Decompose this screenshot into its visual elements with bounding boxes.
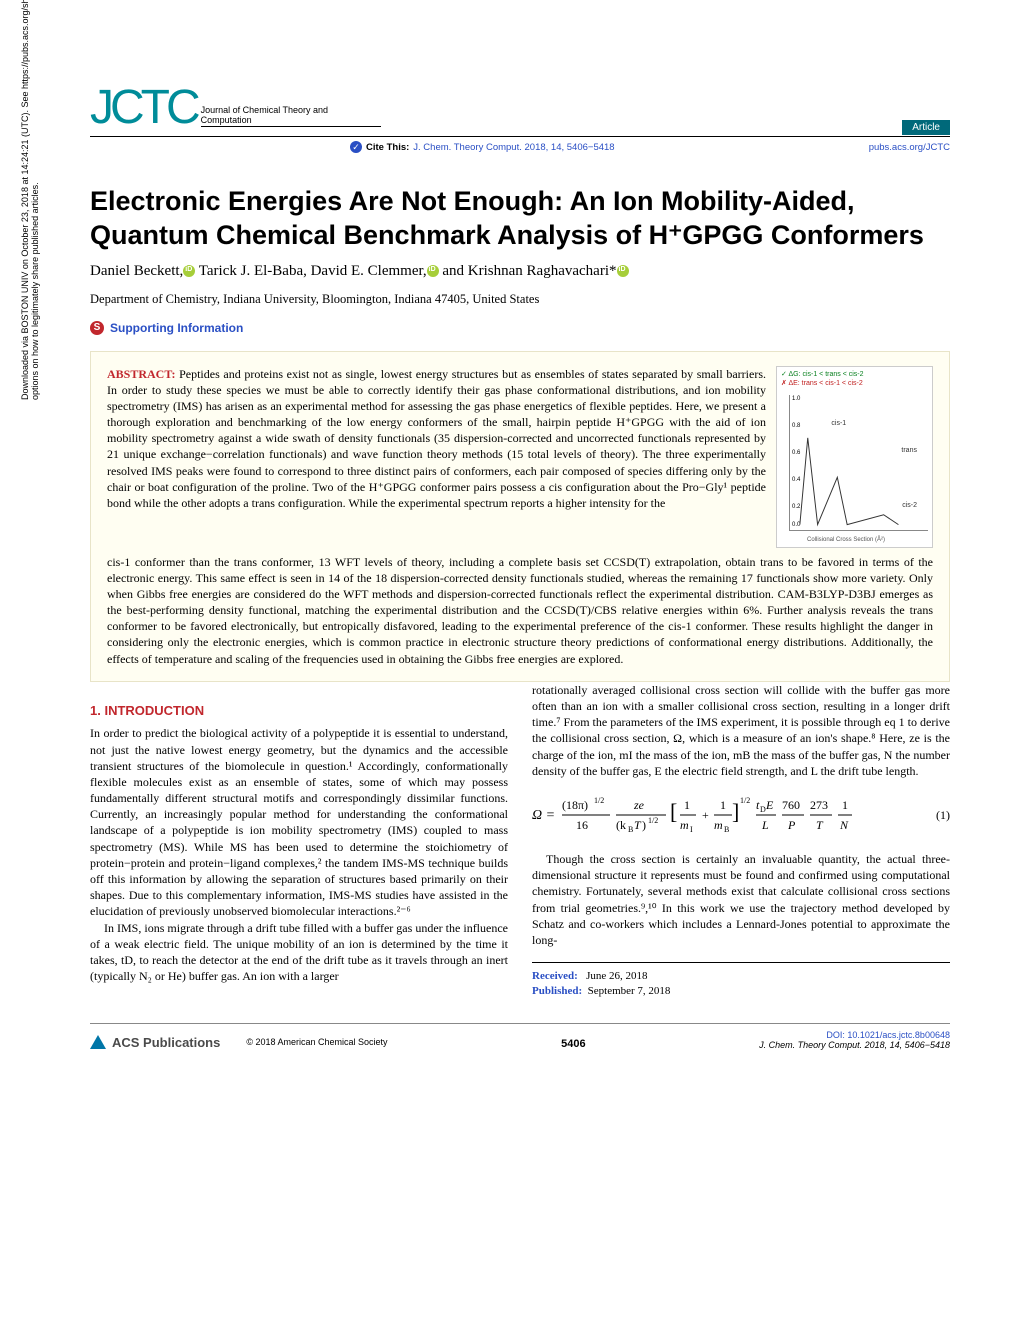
doi-link[interactable]: DOI: 10.1021/acs.jctc.8b00648 [759, 1030, 950, 1040]
intro-p3: rotationally averaged collisional cross … [532, 682, 950, 779]
svg-text:1: 1 [842, 798, 848, 812]
svg-text:E: E [765, 798, 774, 812]
header-bar: JCTC Journal of Chemical Theory and Comp… [90, 80, 950, 137]
svg-text:(k: (k [616, 818, 626, 832]
journal-short: JCTC [90, 80, 197, 135]
cite-link[interactable]: J. Chem. Theory Comput. 2018, 14, 5406−5… [413, 142, 614, 153]
received-box: Received: June 26, 2018 Published: Septe… [532, 962, 950, 999]
svg-text:I: I [690, 825, 693, 834]
orcid-icon[interactable] [427, 265, 439, 277]
svg-text:1/2: 1/2 [648, 816, 658, 825]
journal-full: Journal of Chemical Theory and Computati… [201, 105, 381, 127]
toc-legend-e: ✗ ΔE: trans < cis-1 < cis-2 [781, 379, 928, 388]
svg-text:273: 273 [810, 798, 828, 812]
page-number: 5406 [561, 1038, 585, 1050]
svg-text:L: L [761, 818, 769, 832]
acs-label: ACS Publications [112, 1035, 220, 1050]
svg-text:ze: ze [633, 798, 645, 812]
acs-triangle-icon [90, 1035, 106, 1049]
svg-text:m: m [680, 818, 689, 832]
svg-text:B: B [628, 825, 633, 834]
check-icon: ✓ [350, 141, 362, 153]
svg-text:(18π): (18π) [562, 798, 588, 812]
toc-legend-g: ✓ ΔG: cis-1 < trans < cis-2 [781, 370, 928, 379]
article-type-tag: Article [902, 120, 950, 135]
supporting-s-icon: S [90, 321, 104, 335]
svg-text:+: + [702, 808, 709, 822]
page-footer: ACS Publications © 2018 American Chemica… [90, 1023, 950, 1050]
toc-xlabel: Collisional Cross Section (Å²) [807, 536, 885, 544]
orcid-icon[interactable] [617, 265, 629, 277]
equation-1: Ω = (18π)1/2 16 ze (kBT)1/2 [ 1 mI + 1 m… [532, 789, 950, 841]
svg-text:P: P [787, 818, 796, 832]
pubs-url[interactable]: pubs.acs.org/JCTC [869, 142, 950, 153]
journal-line: J. Chem. Theory Comput. 2018, 14, 5406−5… [759, 1040, 950, 1050]
authors: Daniel Beckett, Tarick J. El-Baba, David… [90, 263, 950, 280]
intro-p2: In IMS, ions migrate through a drift tub… [90, 920, 508, 985]
svg-text:[: [ [670, 799, 677, 824]
svg-text:1/2: 1/2 [740, 796, 750, 805]
intro-p4: Though the cross section is certainly an… [532, 851, 950, 948]
toc-chart: 1.0 0.8 0.6 0.4 0.2 0.0 cis-1 trans cis-… [789, 395, 928, 531]
abstract-text-1: Peptides and proteins exist not as singl… [107, 367, 766, 511]
cite-row: ✓ Cite This: J. Chem. Theory Comput. 201… [90, 137, 950, 159]
svg-text:16: 16 [576, 818, 588, 832]
article-title: Electronic Energies Are Not Enough: An I… [90, 185, 950, 253]
svg-text:]: ] [732, 799, 739, 824]
svg-text:m: m [714, 818, 723, 832]
toc-graphic: ✓ ΔG: cis-1 < trans < cis-2 ✗ ΔE: trans … [776, 366, 933, 548]
equation-svg: Ω = (18π)1/2 16 ze (kBT)1/2 [ 1 mI + 1 m… [532, 789, 872, 841]
orcid-icon[interactable] [183, 265, 195, 277]
cite-label: Cite This: [366, 142, 409, 153]
intro-heading: 1. INTRODUCTION [90, 702, 508, 720]
svg-text:1: 1 [684, 798, 690, 812]
intro-p1: In order to predict the biological activ… [90, 725, 508, 919]
margin-download-note: Downloaded via BOSTON UNIV on October 23… [20, 0, 40, 400]
affiliation: Department of Chemistry, Indiana Univers… [90, 292, 950, 307]
svg-text:B: B [724, 825, 729, 834]
eq-number: (1) [936, 807, 950, 823]
abstract-text-2: cis-1 conformer than the trans conformer… [107, 555, 933, 666]
journal-logo: JCTC Journal of Chemical Theory and Comp… [90, 80, 381, 135]
supporting-info-row[interactable]: S Supporting Information [90, 321, 950, 335]
svg-text:N: N [839, 818, 849, 832]
abstract-label: ABSTRACT: [107, 367, 175, 381]
supporting-info-link[interactable]: Supporting Information [110, 321, 243, 335]
svg-text:): ) [642, 818, 646, 832]
svg-text:760: 760 [782, 798, 800, 812]
svg-text:1/2: 1/2 [594, 796, 604, 805]
copyright: © 2018 American Chemical Society [246, 1037, 387, 1047]
abstract-box: ✓ ΔG: cis-1 < trans < cis-2 ✗ ΔE: trans … [90, 351, 950, 682]
svg-text:T: T [634, 818, 642, 832]
svg-text:T: T [816, 818, 824, 832]
svg-text:Ω =: Ω = [532, 808, 555, 823]
svg-text:1: 1 [720, 798, 726, 812]
body-columns: 1. INTRODUCTION In order to predict the … [90, 682, 950, 999]
acs-publications-logo: ACS Publications © 2018 American Chemica… [90, 1035, 388, 1050]
